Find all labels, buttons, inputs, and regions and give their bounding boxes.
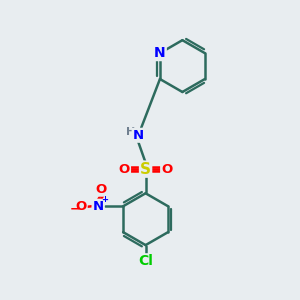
Text: H: H <box>126 127 135 137</box>
Text: O: O <box>75 200 87 213</box>
Text: +: + <box>101 195 108 204</box>
Text: O: O <box>119 163 130 176</box>
Text: S: S <box>140 162 151 177</box>
Text: N: N <box>93 200 104 213</box>
Text: N: N <box>133 129 144 142</box>
Text: O: O <box>161 163 172 176</box>
Text: Cl: Cl <box>138 254 153 268</box>
Text: O: O <box>95 183 107 196</box>
Text: −: − <box>69 203 80 216</box>
Text: N: N <box>154 46 166 60</box>
